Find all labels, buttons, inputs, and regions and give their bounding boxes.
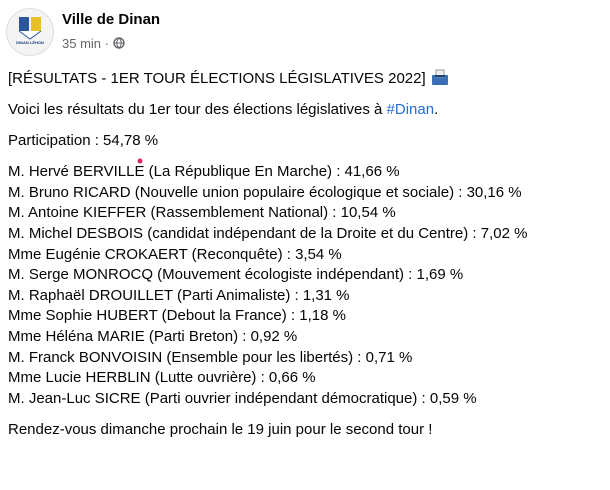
result-line: M. Jean-Luc SICRE (Parti ouvrier indépen… <box>8 389 477 407</box>
post-meta: 35 min · <box>62 36 125 51</box>
logo <box>18 17 42 40</box>
result-line: M. Antoine KIEFFER (Rassemblement Nation… <box>8 204 396 222</box>
closing: Rendez-vous dimanche prochain le 19 juin… <box>8 420 433 438</box>
post-time[interactable]: 35 min <box>62 36 102 51</box>
page-avatar[interactable]: DINAN LÉHON <box>6 8 54 56</box>
result-line: M. Franck BONVOISIN (Ensemble pour les l… <box>8 348 413 366</box>
cursor-dot <box>137 158 143 164</box>
result-line: Mme Héléna MARIE (Parti Breton) : 0,92 % <box>8 328 298 346</box>
intro: Voici les résultats du 1er tour des élec… <box>8 100 608 121</box>
intro-text: Voici les résultats du 1er tour des élec… <box>8 101 387 119</box>
post-body: [RÉSULTATS - 1ER TOUR ÉLECTIONS LÉGISLAT… <box>8 68 608 451</box>
result-line: M. Hervé BERVILLE (La République En Marc… <box>8 163 400 181</box>
post-title: [RÉSULTATS - 1ER TOUR ÉLECTIONS LÉGISLAT… <box>8 68 608 90</box>
hashtag[interactable]: #Dinan <box>386 101 435 119</box>
title-text: [RÉSULTATS - 1ER TOUR ÉLECTIONS LÉGISLAT… <box>8 70 426 87</box>
logo-text: DINAN LÉHON <box>16 40 44 45</box>
result-line: Mme Lucie HERBLIN (Lutte ouvrière) : 0,6… <box>8 369 316 387</box>
result-line: M. Michel DESBOIS (candidat indépendant … <box>8 225 528 243</box>
ballot-icon <box>431 69 448 85</box>
result-line: M. Serge MONROCQ (Mouvement écologiste i… <box>8 266 464 284</box>
result-line: Mme Eugénie CROKAERT (Reconquête) : 3,54… <box>8 245 342 263</box>
participation: Participation : 54,78 % <box>8 132 159 150</box>
result-line: M. Bruno RICARD (Nouvelle union populair… <box>8 183 522 201</box>
result-line: Mme Sophie HUBERT (Debout la France) : 1… <box>8 307 346 325</box>
globe-icon <box>112 37 125 49</box>
result-line: M. Raphaël DROUILLET (Parti Animaliste) … <box>8 286 350 304</box>
results-list: M. Hervé BERVILLE (La République En Marc… <box>8 158 608 409</box>
separator: · <box>104 36 109 51</box>
page-name[interactable]: Ville de Dinan <box>62 11 161 28</box>
intro-end: . <box>434 101 439 119</box>
